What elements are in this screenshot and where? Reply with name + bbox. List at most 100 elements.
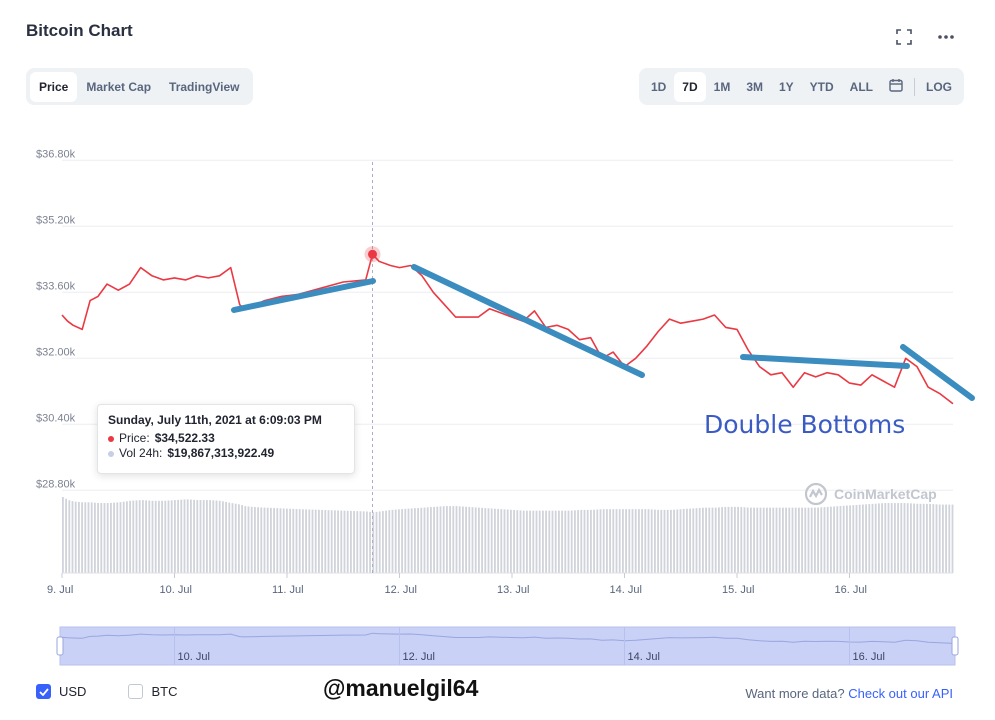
volume-bar — [654, 509, 656, 573]
volume-bar — [746, 507, 749, 573]
volume-bar — [122, 501, 125, 573]
coinmarketcap-logo-icon — [804, 482, 828, 506]
volume-bar — [855, 504, 858, 573]
volume-bar — [804, 507, 807, 573]
volume-bar — [215, 500, 218, 573]
volume-bar — [951, 504, 954, 573]
volume-bar — [186, 499, 189, 573]
volume-bar — [574, 510, 576, 573]
volume-bar — [884, 503, 887, 573]
volume-bar — [378, 511, 381, 573]
tab-market-cap[interactable]: Market Cap — [86, 79, 152, 94]
volume-bar — [158, 500, 160, 573]
volume-bar — [734, 506, 736, 573]
volume-bar — [743, 507, 746, 573]
volume-bar — [401, 509, 403, 573]
navigator-tick-label: 16. Jul — [853, 651, 885, 663]
volume-bar — [686, 508, 688, 573]
volume-bar — [842, 505, 845, 573]
volume-bar — [878, 503, 880, 573]
volume-bar — [913, 503, 915, 573]
volume-bar — [449, 506, 451, 573]
volume-bar — [519, 510, 522, 573]
api-link[interactable]: Check out our API — [848, 686, 953, 701]
usd-checkbox[interactable] — [36, 684, 51, 699]
volume-bar — [260, 507, 263, 573]
volume-bar — [321, 509, 323, 573]
log-toggle[interactable]: LOG — [926, 79, 952, 94]
volume-bar — [794, 507, 797, 573]
volume-bar — [721, 507, 723, 573]
more-options-icon[interactable] — [937, 28, 955, 46]
volume-bar — [628, 509, 631, 573]
tooltip-price-label: Price: — [119, 431, 150, 445]
navigator-line — [61, 632, 954, 644]
price-tooltip: Sunday, July 11th, 2021 at 6:09:03 PM Pr… — [97, 404, 355, 474]
tab-tradingview[interactable]: TradingView — [169, 79, 240, 94]
volume-bar — [190, 499, 192, 573]
volume-bar — [362, 511, 365, 573]
volume-bar — [820, 507, 823, 573]
volume-bar — [503, 509, 506, 573]
volume-bar — [945, 504, 947, 573]
hover-crosshair — [364, 162, 381, 573]
volume-bar — [586, 509, 589, 573]
volume-bar — [938, 504, 941, 573]
volume-bar — [644, 509, 647, 573]
range-ytd[interactable]: YTD — [809, 79, 834, 94]
range-divider — [914, 77, 915, 96]
volume-bar — [359, 511, 362, 573]
navigator-handle-left — [56, 636, 64, 656]
x-tick-label: 10. Jul — [160, 584, 192, 596]
volume-bar — [881, 503, 883, 573]
btc-checkbox[interactable] — [128, 684, 144, 699]
volume-bar — [516, 510, 519, 573]
volume-bar — [577, 510, 579, 573]
volume-bar — [903, 503, 906, 573]
volume-bar — [103, 503, 106, 573]
calendar-icon[interactable] — [881, 70, 911, 103]
range-1m[interactable]: 1M — [713, 79, 731, 94]
range-1d[interactable]: 1D — [650, 79, 667, 94]
volume-bar — [487, 508, 490, 573]
volume-bar — [356, 511, 359, 573]
volume-bar — [906, 503, 909, 573]
volume-bar — [468, 506, 471, 573]
volume-bar — [705, 507, 707, 573]
volume-bar — [609, 509, 611, 573]
volume-bar — [455, 506, 458, 573]
x-tick-label: 15. Jul — [722, 584, 754, 596]
tab-price[interactable]: Price — [30, 71, 78, 102]
volume-bar — [567, 510, 570, 573]
x-tick-label: 13. Jul — [497, 584, 529, 596]
trend-line-down — [411, 264, 645, 378]
volume-bar — [510, 509, 512, 573]
fullscreen-icon[interactable] — [895, 28, 913, 46]
volume-bar — [398, 509, 400, 573]
currency-toggles: USD BTC — [36, 684, 211, 699]
volume-bar — [366, 511, 368, 573]
volume-bar — [682, 509, 685, 573]
volume-bar — [372, 512, 375, 573]
navigator-tick-label: 14. Jul — [628, 651, 660, 663]
volume-bar — [250, 506, 253, 573]
volume-bar — [279, 508, 282, 573]
y-axis-ticks: $36.80k $35.20k $33.60k $32.00k $30.40k $28.8… — [36, 148, 76, 490]
range-3m[interactable]: 3M — [746, 79, 763, 94]
volume-bar — [775, 507, 778, 573]
volume-bar — [788, 507, 791, 573]
range-all[interactable]: ALL — [849, 79, 873, 94]
volume-bar — [548, 510, 551, 573]
range-7d[interactable]: 7D — [674, 71, 706, 102]
volume-bar — [618, 509, 621, 573]
volume-bar — [257, 507, 259, 573]
volume-bar — [679, 509, 682, 573]
volume-bar — [663, 509, 666, 573]
volume-bar — [631, 509, 634, 573]
range-1y[interactable]: 1Y — [778, 79, 794, 94]
volume-bar — [458, 506, 461, 573]
volume-bar — [551, 510, 554, 573]
volume-bar — [407, 508, 410, 573]
volume-bar — [698, 507, 701, 573]
